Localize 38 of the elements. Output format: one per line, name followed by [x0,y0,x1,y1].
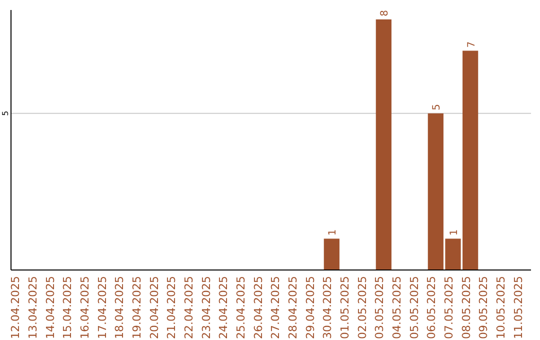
x-tick-label: 28.04.2025 [286,276,300,339]
x-tick-label: 14.04.2025 [44,276,57,339]
x-tick-label: 01.05.2025 [338,276,352,339]
x-tick-label: 29.04.2025 [304,276,317,339]
bar [376,19,392,270]
data-label: 1 [328,229,339,236]
bar [324,238,340,270]
x-tick-label: 21.04.2025 [165,276,178,339]
x-tick-label: 07.05.2025 [442,276,456,339]
x-tick-label: 17.04.2025 [96,276,109,339]
x-tick-label: 05.05.2025 [408,276,421,339]
x-tick-label: 24.04.2025 [217,276,230,339]
x-tick-label: 12.04.2025 [9,276,22,339]
x-tick-label: 26.04.2025 [252,276,265,339]
x-tick-label: 25.04.2025 [234,276,248,339]
x-tick-label: 30.04.2025 [321,276,334,339]
data-label: 8 [380,10,391,16]
data-label: 1 [449,229,460,236]
x-tick-label: 27.04.2025 [269,276,282,339]
x-tick-label: 20.04.2025 [148,276,161,339]
x-tick-label: 09.05.2025 [477,276,490,339]
x-tick-label: 03.05.2025 [373,276,386,339]
x-tick-label: 19.04.2025 [130,276,144,339]
x-tick-label: 11.05.2025 [512,276,525,339]
ref-line-label: 5 [1,110,10,116]
x-tick-label: 13.04.2025 [26,276,40,339]
data-label: 5 [432,104,443,110]
x-tick-label: 18.04.2025 [113,276,126,339]
data-label: 7 [466,41,478,48]
x-tick-label: 16.04.2025 [78,276,92,339]
x-tick-label: 02.05.2025 [356,276,369,339]
x-tick-label: 22.04.2025 [182,276,196,339]
x-tick-label: 15.04.2025 [61,276,74,339]
x-tick-label: 08.05.2025 [460,276,473,339]
x-tick-label: 23.04.2025 [200,276,213,339]
x-tick-label: 10.05.2025 [494,276,508,339]
x-tick-label: 06.05.2025 [425,276,438,339]
x-tick-label: 04.05.2025 [390,276,404,339]
